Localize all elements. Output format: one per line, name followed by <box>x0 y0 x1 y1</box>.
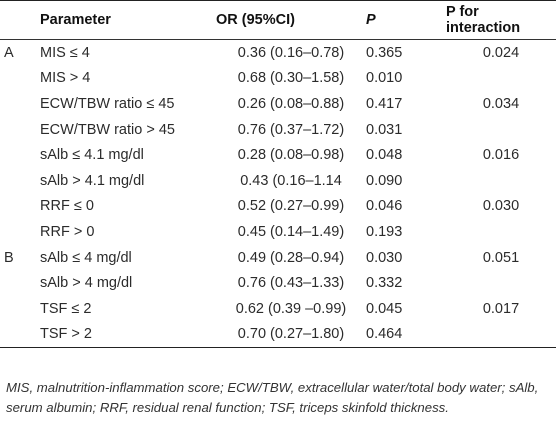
group-cell <box>0 117 40 143</box>
parameter-cell: TSF > 2 <box>40 321 216 349</box>
p-value-cell: 0.365 <box>366 44 403 61</box>
p-interaction-cell: 0.030 <box>482 198 520 215</box>
group-cell <box>0 142 40 168</box>
p-value-cell: 0.031 <box>366 121 403 138</box>
results-table: Parameter OR (95%CI) P P for interaction… <box>0 0 556 349</box>
p-interaction-cell <box>446 168 556 194</box>
p-interaction-cell <box>446 321 556 349</box>
group-cell <box>0 296 40 322</box>
p-interaction-cell: 0.051 <box>482 249 520 266</box>
odds-ratio-header: OR (95%CI) <box>216 0 366 40</box>
parameter-cell: MIS > 4 <box>40 70 91 87</box>
p-value-cell: 0.090 <box>366 172 403 189</box>
table-row: sAlb > 4.1 mg/dl 0.43 (0.16–1.14 0.090 <box>0 168 556 194</box>
table-row: ECW/TBW ratio > 45 0.76 (0.37–1.72) 0.03… <box>0 117 556 143</box>
parameter-cell: MIS ≤ 4 <box>40 44 90 61</box>
table-row: RRF ≤ 0 0.52 (0.27–0.99) 0.046 0.030 <box>0 194 556 220</box>
table-row: TSF ≤ 2 0.62 (0.39 –0.99) 0.045 0.017 <box>0 296 556 322</box>
parameter-cell: ECW/TBW ratio ≤ 45 <box>40 95 175 112</box>
p-interaction-cell: 0.034 <box>482 95 520 112</box>
parameter-cell: sAlb > 4 mg/dl <box>40 275 133 292</box>
table-header-row: Parameter OR (95%CI) P P for interaction <box>0 0 556 40</box>
table-row: MIS > 4 0.68 (0.30–1.58) 0.010 <box>0 66 556 92</box>
odds-ratio-cell: 0.36 (0.16–0.78) <box>237 44 345 61</box>
odds-ratio-cell: 0.76 (0.37–1.72) <box>237 121 345 138</box>
group-cell <box>0 66 40 92</box>
p-interaction-cell: 0.017 <box>482 300 520 317</box>
p-value-cell: 0.045 <box>366 300 403 317</box>
parameter-cell: RRF > 0 <box>40 223 95 240</box>
p-interaction-cell <box>446 66 556 92</box>
odds-ratio-cell: 0.70 (0.27–1.80) <box>216 321 366 349</box>
odds-ratio-cell: 0.68 (0.30–1.58) <box>237 70 345 87</box>
parameter-cell: TSF ≤ 2 <box>40 300 92 317</box>
p-value-cell: 0.030 <box>366 249 403 266</box>
table-row: ECW/TBW ratio ≤ 45 0.26 (0.08–0.88) 0.41… <box>0 91 556 117</box>
odds-ratio-cell: 0.28 (0.08–0.98) <box>237 147 345 164</box>
p-value-cell: 0.464 <box>366 321 446 349</box>
group-cell: A <box>4 44 14 61</box>
p-value-header: P <box>366 0 446 40</box>
odds-ratio-cell: 0.62 (0.39 –0.99) <box>235 300 347 317</box>
table-row: sAlb > 4 mg/dl 0.76 (0.43–1.33) 0.332 <box>0 270 556 296</box>
p-value-cell: 0.048 <box>366 147 403 164</box>
p-value-cell: 0.193 <box>366 223 403 240</box>
parameter-cell: RRF ≤ 0 <box>40 198 94 215</box>
table-row: B sAlb ≤ 4 mg/dl 0.49 (0.28–0.94) 0.030 … <box>0 245 556 271</box>
parameter-cell: ECW/TBW ratio > 45 <box>40 121 175 138</box>
group-cell <box>0 91 40 117</box>
parameter-cell: sAlb ≤ 4.1 mg/dl <box>40 147 144 164</box>
table-row: RRF > 0 0.45 (0.14–1.49) 0.193 <box>0 219 556 245</box>
p-interaction-cell: 0.024 <box>482 44 520 61</box>
p-value-cell: 0.332 <box>366 275 403 292</box>
parameter-cell: sAlb > 4.1 mg/dl <box>40 172 145 189</box>
table-row: TSF > 2 0.70 (0.27–1.80) 0.464 <box>0 321 556 349</box>
odds-ratio-cell: 0.45 (0.14–1.49) <box>237 223 345 240</box>
group-cell <box>0 270 40 296</box>
p-interaction-cell <box>446 219 556 245</box>
odds-ratio-cell: 0.76 (0.43–1.33) <box>237 275 345 292</box>
p-interaction-cell <box>446 270 556 296</box>
group-cell: B <box>4 249 14 266</box>
p-value-cell: 0.046 <box>366 198 403 215</box>
p-value-cell: 0.417 <box>366 95 403 112</box>
odds-ratio-cell: 0.49 (0.28–0.94) <box>237 249 345 266</box>
p-interaction-header: P for interaction <box>446 0 556 40</box>
parameter-cell: sAlb ≤ 4 mg/dl <box>40 249 132 266</box>
group-cell <box>0 219 40 245</box>
p-interaction-cell: 0.016 <box>482 147 520 164</box>
odds-ratio-cell: 0.43 (0.16–1.14 <box>240 172 342 189</box>
table-footnote: MIS, malnutrition-inflammation score; EC… <box>6 380 539 415</box>
p-interaction-cell <box>446 117 556 143</box>
p-value-cell: 0.010 <box>366 70 403 87</box>
odds-ratio-cell: 0.26 (0.08–0.88) <box>237 95 345 112</box>
odds-ratio-cell: 0.52 (0.27–0.99) <box>237 198 345 215</box>
group-header <box>0 0 40 40</box>
table-row: A MIS ≤ 4 0.36 (0.16–0.78) 0.365 0.024 <box>0 40 556 66</box>
group-cell <box>0 321 40 349</box>
table-row: sAlb ≤ 4.1 mg/dl 0.28 (0.08–0.98) 0.048 … <box>0 142 556 168</box>
group-cell <box>0 194 40 220</box>
parameter-header: Parameter <box>40 0 216 40</box>
group-cell <box>0 168 40 194</box>
